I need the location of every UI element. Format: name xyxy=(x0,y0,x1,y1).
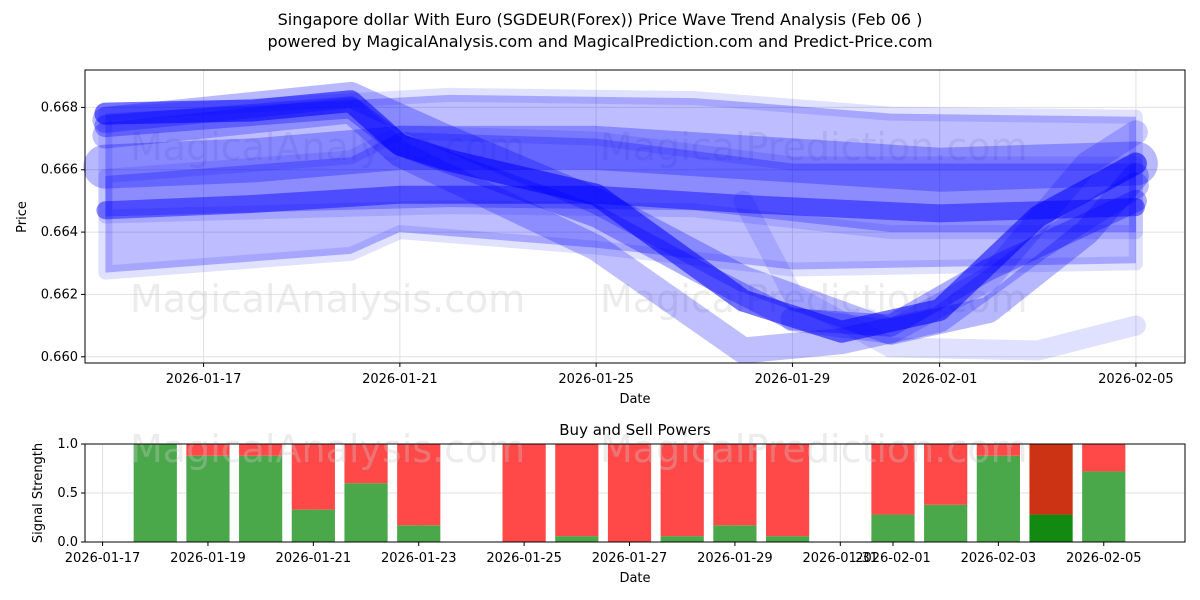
buy-sell-y-tick-label: 0.0 xyxy=(57,535,78,550)
price-x-tick-label: 2026-01-29 xyxy=(755,372,831,387)
sell-bar xyxy=(660,444,704,537)
buy-bar xyxy=(186,455,230,542)
price-x-tick-label: 2026-01-25 xyxy=(558,372,634,387)
buy-bar xyxy=(713,525,757,542)
wave-6 xyxy=(780,120,1148,344)
sell-bar xyxy=(1082,444,1126,472)
price-x-axis-label: Date xyxy=(619,392,650,407)
buy-sell-x-tick-label: 2026-01-23 xyxy=(381,551,457,566)
sell-bar xyxy=(871,444,915,515)
buy-bar xyxy=(555,536,599,542)
watermark-prediction-bottom: MagicalPrediction.com xyxy=(600,427,1028,471)
buy-bar xyxy=(239,455,283,542)
buy-sell-x-tick-label: 2026-01-27 xyxy=(592,551,668,566)
buy-bar xyxy=(291,509,335,542)
sell-bar xyxy=(924,444,968,505)
price-x-tick-label: 2026-01-17 xyxy=(166,372,242,387)
wave-4 xyxy=(92,81,1149,345)
buy-bar xyxy=(1029,514,1073,542)
buy-sell-y-ticks: 0.0 0.5 1.0 xyxy=(57,437,85,550)
watermark-prediction-top: MagicalPrediction.com xyxy=(600,125,1028,169)
buy-bar xyxy=(133,444,177,542)
watermark-analysis-middle: MagicalAnalysis.com xyxy=(130,277,525,321)
price-x-ticks: 2026-01-17 2026-01-21 2026-01-25 2026-01-29… xyxy=(166,363,1174,387)
buy-sell-x-tick-label: 2026-02-05 xyxy=(1066,551,1142,566)
wave-5 xyxy=(733,190,1146,361)
price-x-tick-label: 2026-02-01 xyxy=(902,372,978,387)
price-y-tick-label: 0.660 xyxy=(41,350,78,365)
price-y-tick-label: 0.666 xyxy=(41,163,78,178)
sell-bar xyxy=(186,444,230,456)
buy-sell-y-axis-label: Signal Strength xyxy=(31,443,46,543)
price-wave-chart: MagicalAnalysis.com MagicalPrediction.co… xyxy=(15,69,1186,407)
sell-bar xyxy=(765,444,810,537)
buy-sell-x-tick-label: 2026-01-19 xyxy=(170,551,246,566)
buy-bar xyxy=(1082,471,1126,542)
buy-bar xyxy=(397,525,441,542)
price-plot-frame xyxy=(84,69,1186,364)
buy-bar xyxy=(765,536,810,542)
trend-upper xyxy=(83,125,1158,192)
price-y-ticks: 0.660 0.662 0.664 0.666 0.668 xyxy=(41,100,85,365)
buy-sell-y-tick-label: 1.0 xyxy=(57,437,78,452)
buy-sell-y-tick-label: 0.5 xyxy=(57,486,78,501)
sell-bar xyxy=(555,444,599,537)
chart-title-line-2: powered by MagicalAnalysis.com and Magic… xyxy=(267,32,933,51)
sell-bar xyxy=(1029,444,1073,515)
buy-bar xyxy=(924,504,968,542)
buy-sell-power-chart: Buy and Sell Powers MagicalAnalysis.com … xyxy=(31,421,1186,586)
buy-sell-x-ticks: 2026-01-17 2026-01-19 2026-01-21 2026-01-23… xyxy=(65,542,1142,566)
price-y-tick-label: 0.668 xyxy=(41,100,78,115)
buy-bar xyxy=(660,536,704,542)
buy-sell-title: Buy and Sell Powers xyxy=(559,421,711,439)
wave-3 xyxy=(92,97,1149,364)
wave-main xyxy=(94,90,1147,343)
buy-sell-bars xyxy=(133,444,1126,542)
sell-bar xyxy=(239,444,283,456)
sell-bar xyxy=(291,444,335,510)
sell-bar xyxy=(976,444,1020,456)
buy-sell-x-tick-label: 2026-01-17 xyxy=(65,551,141,566)
price-y-axis-label: Price xyxy=(15,201,30,233)
price-y-tick-label: 0.664 xyxy=(41,225,78,240)
chart-title-line-1: Singapore dollar With Euro (SGDEUR(Forex… xyxy=(277,10,923,29)
upper-band xyxy=(98,87,1143,240)
sell-bar xyxy=(713,444,757,526)
buy-sell-x-axis-label: Date xyxy=(619,571,650,586)
wave-2 xyxy=(94,96,1147,337)
watermark-analysis-bottom: MagicalAnalysis.com xyxy=(130,427,525,471)
buy-bar xyxy=(976,455,1020,542)
price-x-tick-label: 2026-02-05 xyxy=(1098,372,1174,387)
buy-sell-watermarks: MagicalAnalysis.com MagicalPrediction.co… xyxy=(130,427,1028,471)
sell-bar xyxy=(344,444,388,484)
buy-sell-x-tick-label: 2026-02-03 xyxy=(961,551,1037,566)
sell-bar xyxy=(607,444,652,542)
buy-sell-x-tick-label: 2026-01-21 xyxy=(276,551,352,566)
buy-bar xyxy=(344,483,388,542)
price-wave-lines xyxy=(83,81,1158,364)
price-watermarks: MagicalAnalysis.com MagicalPrediction.co… xyxy=(130,125,1028,321)
buy-sell-x-tick-label: 2026-01-31 xyxy=(803,551,879,566)
price-y-tick-label: 0.662 xyxy=(41,287,78,302)
sell-bar xyxy=(502,444,546,542)
buy-sell-x-tick-label: 2026-02-01 xyxy=(855,551,931,566)
price-x-tick-label: 2026-01-21 xyxy=(362,372,438,387)
sell-bar xyxy=(397,444,441,526)
buy-bar xyxy=(871,514,915,542)
buy-sell-x-tick-label: 2026-01-29 xyxy=(697,551,773,566)
buy-sell-x-tick-label: 2026-01-25 xyxy=(486,551,562,566)
